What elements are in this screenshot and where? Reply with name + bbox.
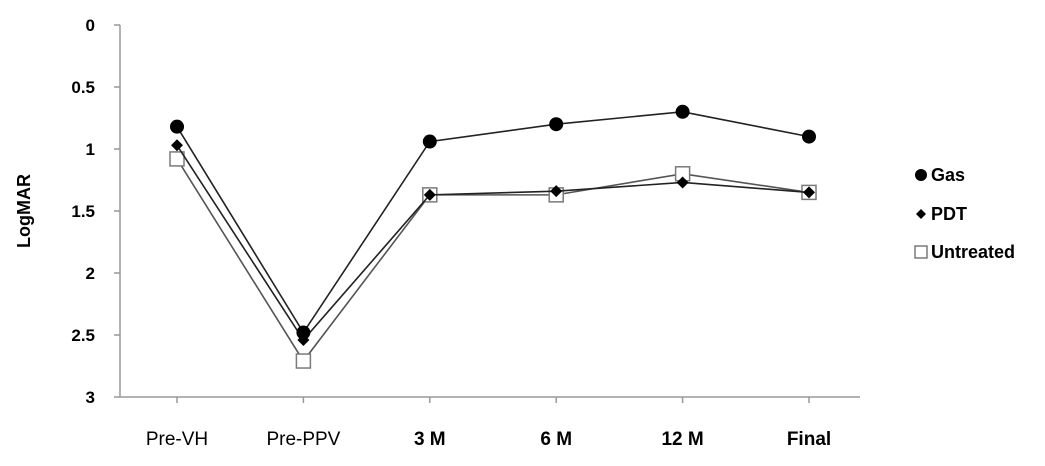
x-tick-label: Final	[787, 429, 831, 450]
data-point-pdt	[423, 188, 436, 201]
data-point-gas	[549, 117, 564, 132]
y-tick-label: 3	[86, 388, 95, 407]
x-tick-label: 6 M	[540, 429, 572, 450]
data-point-untreated	[169, 151, 185, 167]
series-line-gas	[176, 110, 810, 335]
y-axis-label: LogMAR	[14, 174, 34, 248]
data-point-gas	[422, 134, 437, 149]
series-pdt	[171, 139, 815, 346]
chart-axes	[114, 24, 860, 403]
y-tick-label: 1.5	[71, 202, 95, 221]
x-tick-label: Pre-VH	[146, 429, 208, 450]
y-tick-label: 2	[86, 264, 95, 283]
legend: Gas PDT Untreated	[914, 165, 1015, 262]
legend-label: Gas	[931, 165, 965, 185]
y-tick-label: 0.5	[71, 78, 95, 97]
data-point-gas	[675, 104, 690, 119]
data-point-gas	[802, 129, 816, 144]
series-untreated	[169, 151, 817, 369]
series-line-untreated	[176, 158, 810, 363]
y-tick-label: 1	[86, 140, 95, 159]
x-tick-labels: Pre-VH Pre-PPV 3 M 6 M 12 M Final	[146, 429, 831, 450]
series-line-pdt	[176, 144, 810, 342]
x-tick-label: 3 M	[414, 429, 446, 450]
data-point-gas	[170, 119, 184, 134]
data-point-pdt	[550, 185, 563, 198]
data-point-pdt	[803, 186, 815, 199]
data-point-untreated	[295, 353, 312, 369]
y-tick-label: 0	[86, 16, 95, 35]
x-tick-label: 12 M	[661, 429, 703, 450]
legend-marker-untreated	[914, 245, 928, 259]
legend-label: Untreated	[931, 242, 1015, 262]
data-point-gas	[296, 325, 311, 340]
y-tick-labels: 0 0.5 1 1.5 2 2.5 3	[71, 16, 95, 407]
series-gas	[170, 104, 816, 340]
legend-marker-pdt	[916, 209, 926, 219]
data-point-pdt	[676, 176, 689, 189]
y-tick-label: 2.5	[71, 326, 95, 345]
x-tick-label: Pre-PPV	[266, 429, 340, 450]
legend-label: PDT	[931, 204, 967, 224]
chart-series	[169, 104, 817, 369]
data-point-pdt	[171, 139, 183, 152]
legend-marker-gas	[915, 169, 927, 181]
